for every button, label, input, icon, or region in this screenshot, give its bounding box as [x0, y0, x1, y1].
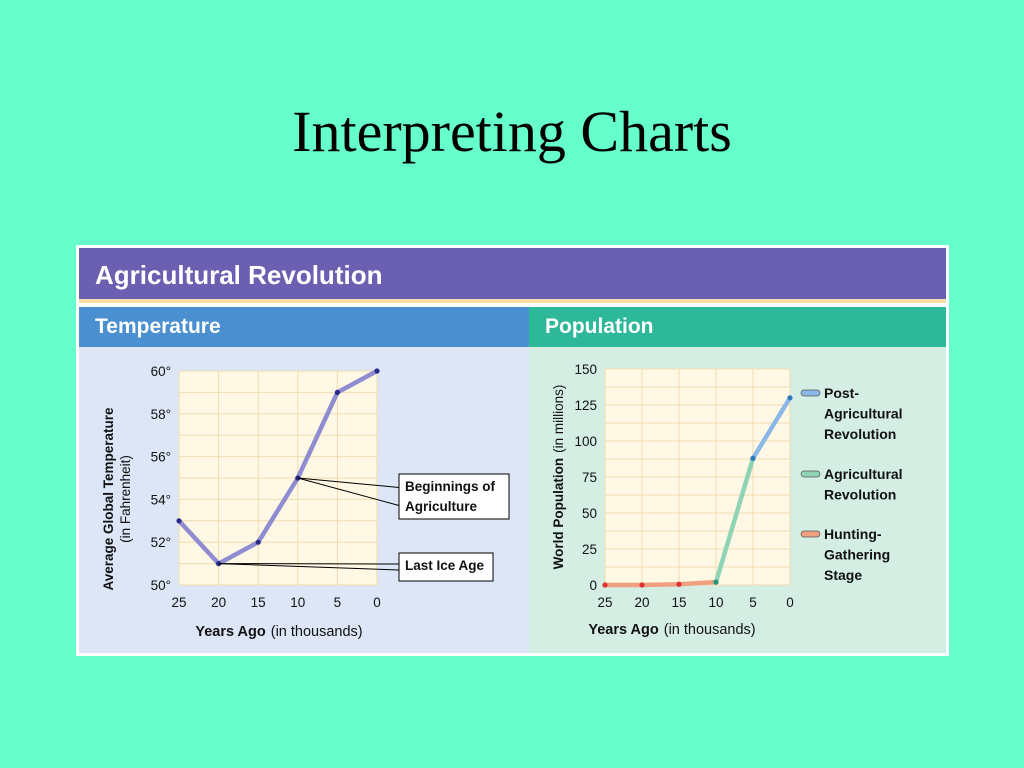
- legend-label: Revolution: [824, 487, 896, 503]
- temperature-data-point: [334, 389, 340, 395]
- population-x-tick-label: 15: [671, 595, 686, 610]
- population-ylabel: World Population(in millions): [551, 385, 566, 570]
- population-x-tick-label: 0: [786, 595, 794, 610]
- temperature-y-tick-label: 54°: [151, 492, 171, 507]
- population-data-point: [676, 581, 682, 587]
- population-data-point: [787, 395, 793, 401]
- population-y-tick-label: 125: [574, 398, 597, 413]
- legend-label: Post-: [824, 385, 859, 401]
- population-x-tick-label: 10: [708, 595, 723, 610]
- population-series-line-2: [750, 395, 793, 461]
- legend-swatch: [800, 530, 821, 538]
- population-y-tick-label: 150: [574, 362, 597, 377]
- population-y-tick-label: 75: [582, 470, 597, 485]
- temperature-xlabel: Years Ago (in thousands): [195, 624, 362, 640]
- temperature-ylabel: Average Global Temperature: [101, 407, 116, 591]
- legend-label: Stage: [824, 567, 862, 583]
- population-x-tick-label: 20: [634, 595, 649, 610]
- temperature-data-point: [176, 518, 182, 524]
- temperature-y-tick-label: 50°: [151, 578, 171, 593]
- population-data-point: [713, 579, 719, 585]
- annotation-label: Last Ice Age: [405, 558, 485, 573]
- population-series-line-1: [713, 456, 756, 585]
- legend-swatch: [800, 470, 821, 478]
- temperature-panel: 25 20 15 10 5 0 60° 58° 56° 54° 52° 50° Beginnings …: [79, 347, 529, 653]
- slide-title: Interpreting Charts: [292, 99, 732, 164]
- population-panel-header: Population: [529, 307, 946, 347]
- population-y-tick-label: 0: [589, 578, 597, 593]
- legend-swatch: [800, 389, 821, 397]
- population-x-tick-label: 25: [597, 595, 612, 610]
- annotation-leader-line: [297, 477, 400, 488]
- temperature-y-tick-label: 58°: [151, 407, 171, 422]
- annotation-label: Agriculture: [405, 499, 478, 514]
- population-data-point: [750, 455, 756, 461]
- temperature-x-tick-label: 20: [211, 595, 226, 610]
- legend-label: Hunting-: [824, 526, 882, 542]
- temperature-panel-header: Temperature: [79, 307, 529, 347]
- annotation-box: [398, 552, 494, 582]
- population-panel: 25 20 15 10 5 0 150 125 100 75 50 25 0 Post- Agricult…: [529, 347, 946, 653]
- temperature-x-tick-label: 10: [290, 595, 305, 610]
- temperature-x-tick-label: 15: [251, 595, 266, 610]
- annotation-box: [398, 473, 510, 520]
- population-series-line-0: [602, 579, 719, 588]
- temperature-data-point: [255, 539, 261, 545]
- population-x-tick-label: 5: [749, 595, 757, 610]
- temperature-y-tick-label: 52°: [151, 535, 171, 550]
- temperature-chart: 25 20 15 10 5 0 60° 58° 56° 54° 52° 50° Beginnings …: [101, 364, 510, 640]
- legend-label: Agricultural: [824, 406, 903, 422]
- legend-label: Agricultural: [824, 466, 903, 482]
- agricultural-revolution-figure: Agricultural Revolution Temperature Popu…: [76, 245, 949, 656]
- temperature-data-point: [295, 475, 301, 481]
- population-xlabel: Years Ago (in thousands): [588, 622, 755, 638]
- temperature-ylabel-unit: (in Fahrenheit): [118, 455, 133, 543]
- population-y-tick-label: 50: [582, 506, 597, 521]
- temperature-data-point: [216, 561, 222, 567]
- temperature-series-line-0: [176, 368, 380, 566]
- temperature-data-point: [374, 368, 380, 374]
- population-data-point: [639, 582, 645, 588]
- annotation-leader-line: [297, 477, 400, 506]
- temperature-y-tick-label: 60°: [151, 364, 171, 379]
- temperature-x-tick-label: 5: [334, 595, 342, 610]
- temperature-x-tick-label: 0: [373, 595, 381, 610]
- temperature-x-tick-label: 25: [171, 595, 186, 610]
- legend-label: Revolution: [824, 426, 896, 442]
- annotation-leader-line: [218, 563, 400, 571]
- figure-banner: Agricultural Revolution: [79, 248, 946, 303]
- population-y-tick-label: 25: [582, 542, 597, 557]
- legend-label: Gathering: [824, 547, 890, 563]
- population-data-point: [602, 582, 608, 588]
- population-y-tick-label: 100: [574, 434, 597, 449]
- temperature-y-tick-label: 56°: [151, 450, 171, 465]
- annotation-label: Beginnings of: [405, 479, 495, 494]
